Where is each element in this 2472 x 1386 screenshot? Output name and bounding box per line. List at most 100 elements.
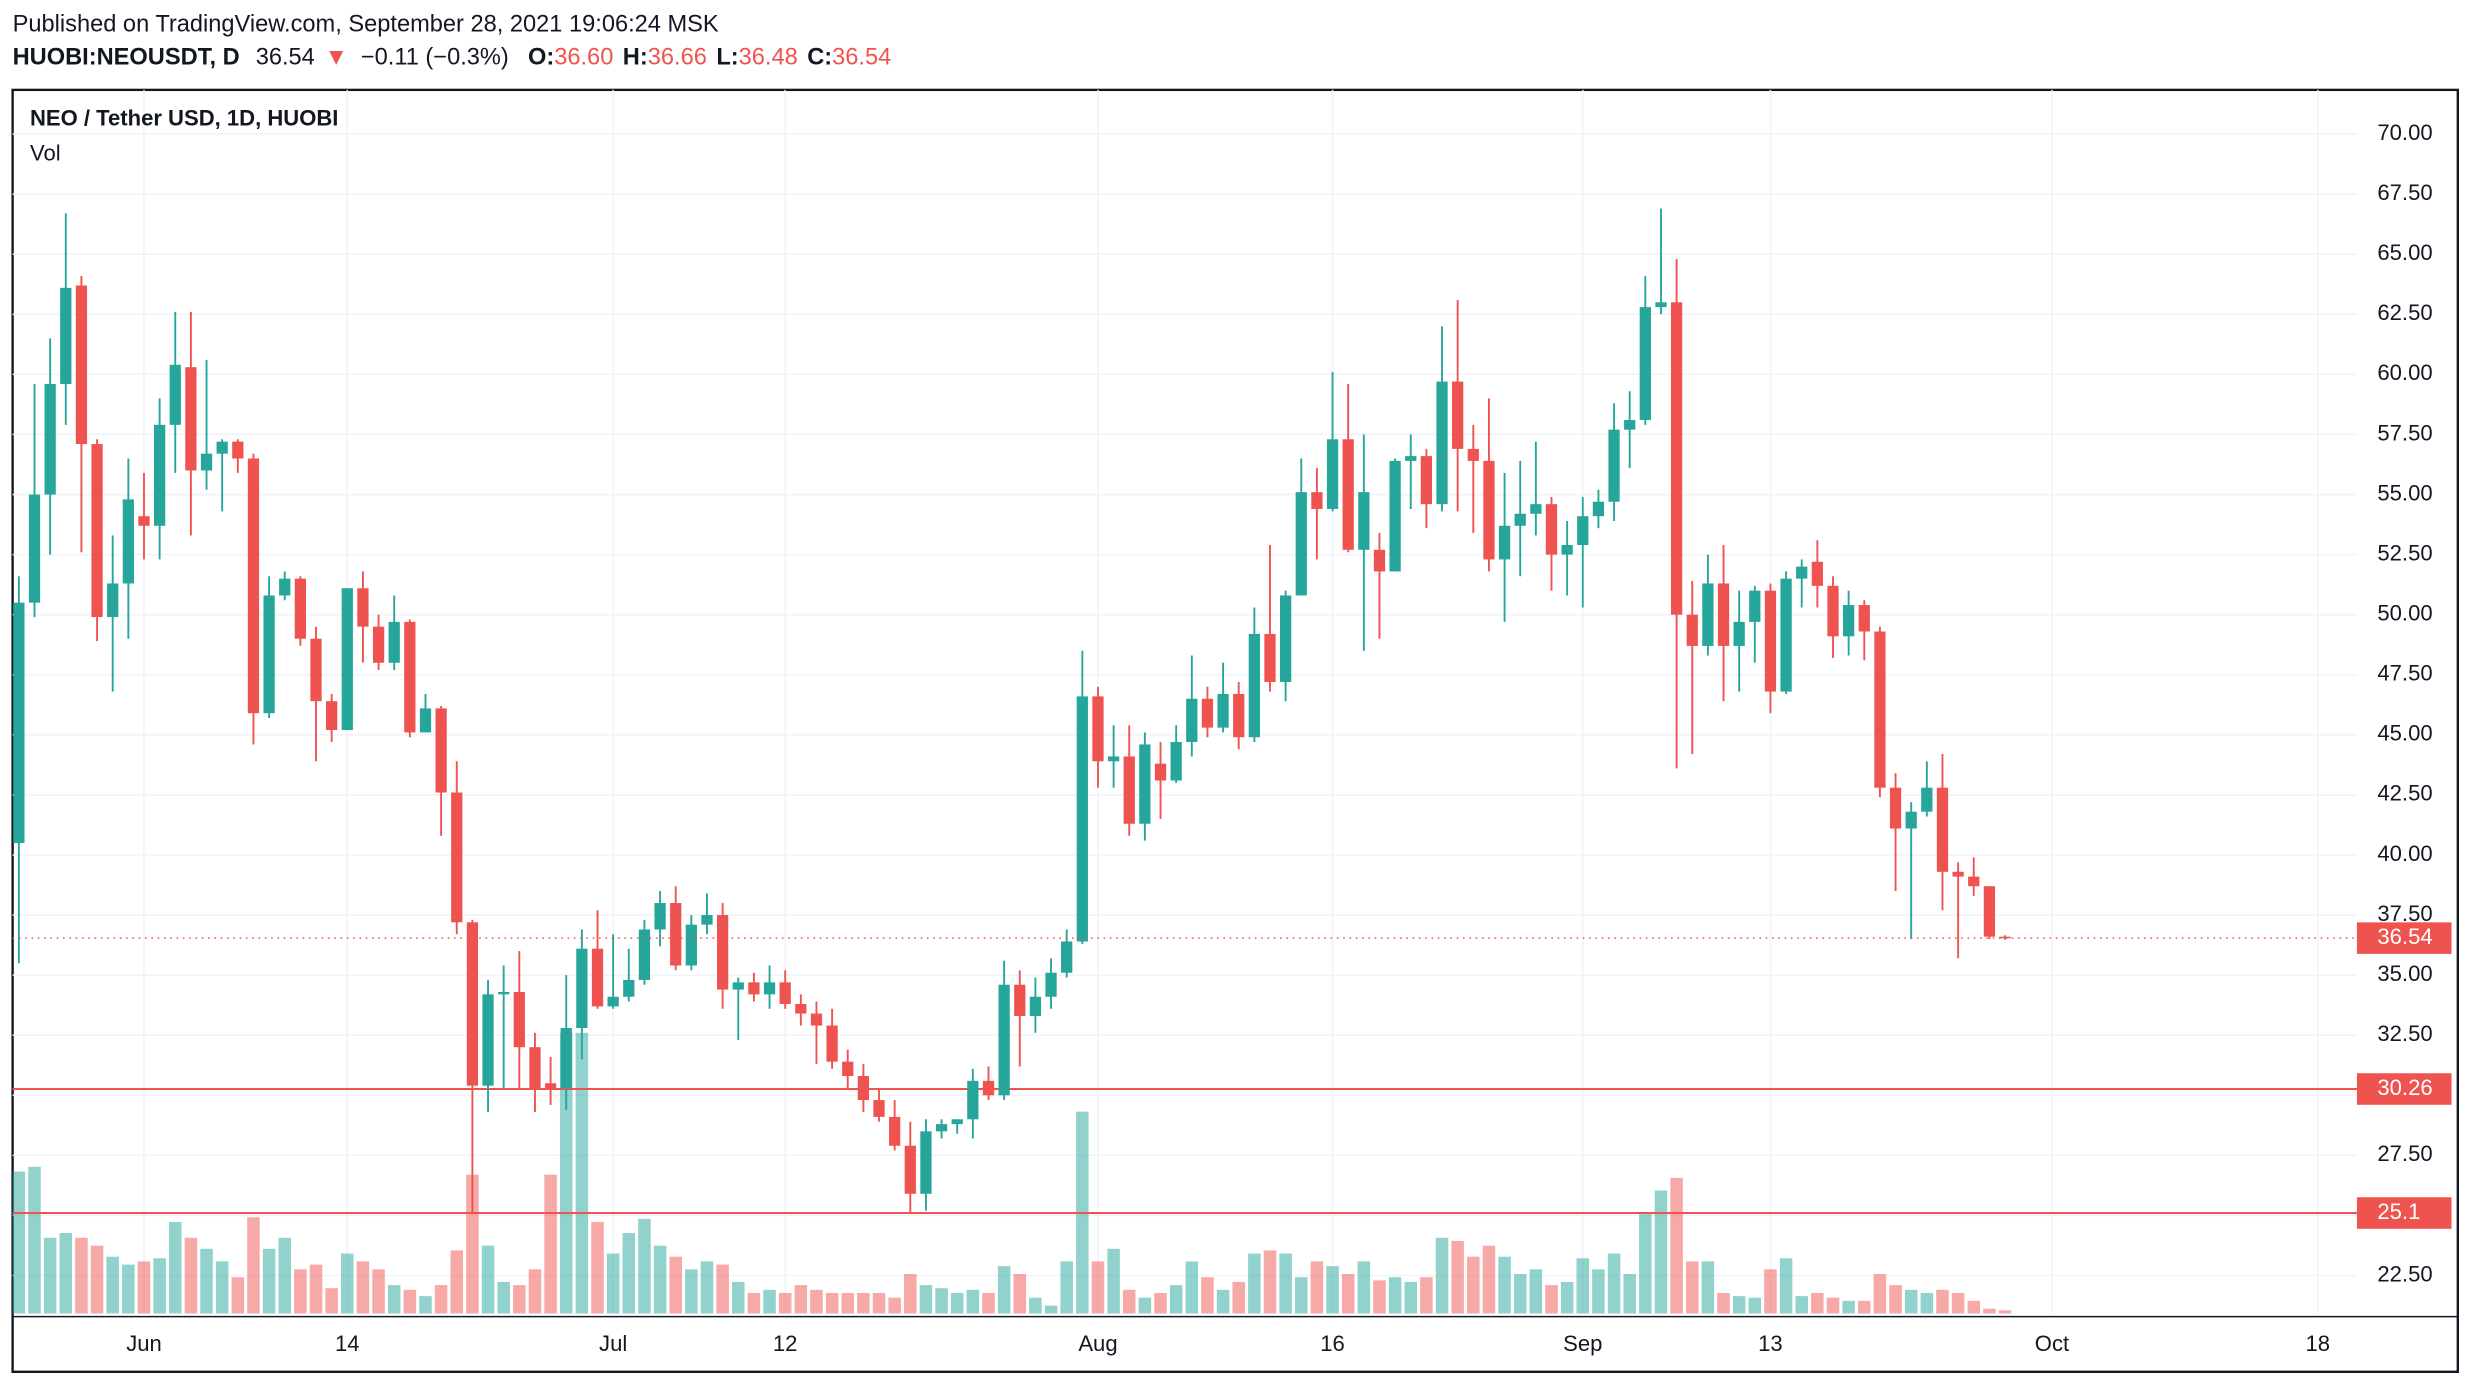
- candle-body: [1326, 439, 1339, 509]
- volume-bar: [1310, 1261, 1324, 1314]
- ohlc-key: O:: [528, 45, 554, 71]
- x-tick-label: 16: [1320, 1331, 1345, 1356]
- candle-body: [107, 583, 119, 618]
- candle-body: [1702, 583, 1714, 646]
- candle-body: [1999, 936, 2011, 939]
- candle-body: [122, 499, 134, 584]
- candle-body: [544, 1083, 557, 1089]
- candle-body: [1201, 698, 1214, 728]
- volume-bar: [1169, 1285, 1183, 1314]
- last-price-tag: [2356, 922, 2452, 954]
- volume-bar: [1732, 1296, 1746, 1314]
- volume-bar: [716, 1264, 729, 1314]
- candle-body: [732, 982, 744, 990]
- volume-bar: [888, 1297, 901, 1314]
- candle-body: [1952, 871, 1964, 877]
- x-tick-label: 14: [335, 1331, 360, 1356]
- candle-body: [670, 903, 682, 966]
- candle-body: [138, 516, 150, 526]
- volume-bar: [419, 1296, 432, 1314]
- candle-body: [1076, 696, 1088, 942]
- volume-bar: [1779, 1258, 1793, 1314]
- candle-body: [75, 285, 88, 445]
- candle-body: [1561, 544, 1573, 555]
- ohlc-value: 36.66: [648, 45, 707, 71]
- volume-bar: [434, 1285, 448, 1314]
- volume-bar: [747, 1292, 761, 1314]
- y-tick-label: 50.00: [2377, 601, 2432, 626]
- candle-body: [920, 1131, 932, 1194]
- volume-bar: [325, 1288, 338, 1314]
- candle-body: [1530, 504, 1542, 514]
- candle-body: [1061, 941, 1073, 973]
- candle-body: [638, 929, 651, 980]
- candle-body: [1983, 886, 1996, 937]
- volume-bar: [1091, 1261, 1105, 1314]
- candle-body: [1280, 595, 1292, 682]
- volume-bar: [513, 1285, 526, 1314]
- candle-body: [1780, 578, 1792, 692]
- candle-body: [1936, 787, 1949, 872]
- candle-body: [1264, 633, 1276, 682]
- y-tick-label: 45.00: [2377, 721, 2432, 746]
- volume-bar: [935, 1288, 948, 1314]
- y-tick-label: 32.50: [2377, 1021, 2432, 1046]
- candle-body: [1858, 605, 1870, 632]
- candle-body: [826, 1025, 838, 1062]
- volume-bar: [794, 1285, 808, 1314]
- symbol-line: HUOBI:NEOUSDT, D 36.54 ▼ −0.11 (−0.3%) O…: [13, 45, 892, 71]
- volume-bar: [356, 1261, 370, 1314]
- candle-body: [91, 444, 103, 618]
- ohlc-key: C:: [807, 45, 832, 71]
- candle-body: [889, 1116, 901, 1146]
- candle-body: [1749, 590, 1761, 622]
- candle-body: [810, 1013, 823, 1026]
- volume-bar: [403, 1289, 417, 1314]
- candle-body: [1514, 513, 1526, 526]
- volume-bar: [1122, 1289, 1136, 1314]
- candle-body: [513, 991, 525, 1048]
- volume-bar: [1467, 1256, 1480, 1314]
- candle-body: [1123, 756, 1135, 824]
- volume-bar: [75, 1237, 88, 1314]
- volume-bar: [12, 1171, 26, 1314]
- volume-bar: [1545, 1285, 1558, 1314]
- candle-body: [967, 1080, 979, 1120]
- y-tick-label: 35.00: [2377, 961, 2432, 986]
- x-tick-label: 13: [1758, 1331, 1783, 1356]
- candle-body: [1733, 621, 1745, 646]
- volume-bar: [1404, 1281, 1418, 1314]
- volume-bar: [184, 1237, 198, 1314]
- volume-bar: [1529, 1269, 1543, 1314]
- volume-bar: [1388, 1277, 1402, 1314]
- volume-bar: [1185, 1261, 1199, 1314]
- candle-body: [1170, 742, 1182, 781]
- candle-body: [1483, 460, 1495, 560]
- volume-bar: [200, 1248, 213, 1314]
- candle-body: [1639, 307, 1651, 421]
- volume-bar: [622, 1233, 636, 1314]
- volume-bar: [857, 1292, 870, 1314]
- volume-bar: [1451, 1240, 1464, 1314]
- candle-body: [419, 708, 432, 733]
- candle-body: [13, 602, 25, 843]
- candle-body: [1139, 744, 1151, 824]
- volume-bar: [215, 1261, 229, 1314]
- candle-body: [388, 621, 400, 663]
- volume-bar: [1951, 1292, 1965, 1314]
- symbol: HUOBI:NEOUSDT, D: [13, 45, 240, 71]
- volume-bar: [1623, 1274, 1636, 1314]
- published-note: Published on TradingView.com, September …: [13, 11, 719, 37]
- candle-body: [404, 621, 416, 733]
- volume-bar: [872, 1292, 886, 1314]
- candle-body: [1921, 787, 1933, 812]
- volume-bar: [1607, 1253, 1621, 1314]
- volume-bar: [1983, 1308, 1996, 1314]
- candle-body: [1827, 585, 1839, 637]
- candle-body: [247, 458, 260, 714]
- candle-body: [529, 1047, 541, 1089]
- candle-body: [982, 1080, 995, 1096]
- volume-bar: [1998, 1310, 2012, 1314]
- candle-body: [1717, 583, 1730, 646]
